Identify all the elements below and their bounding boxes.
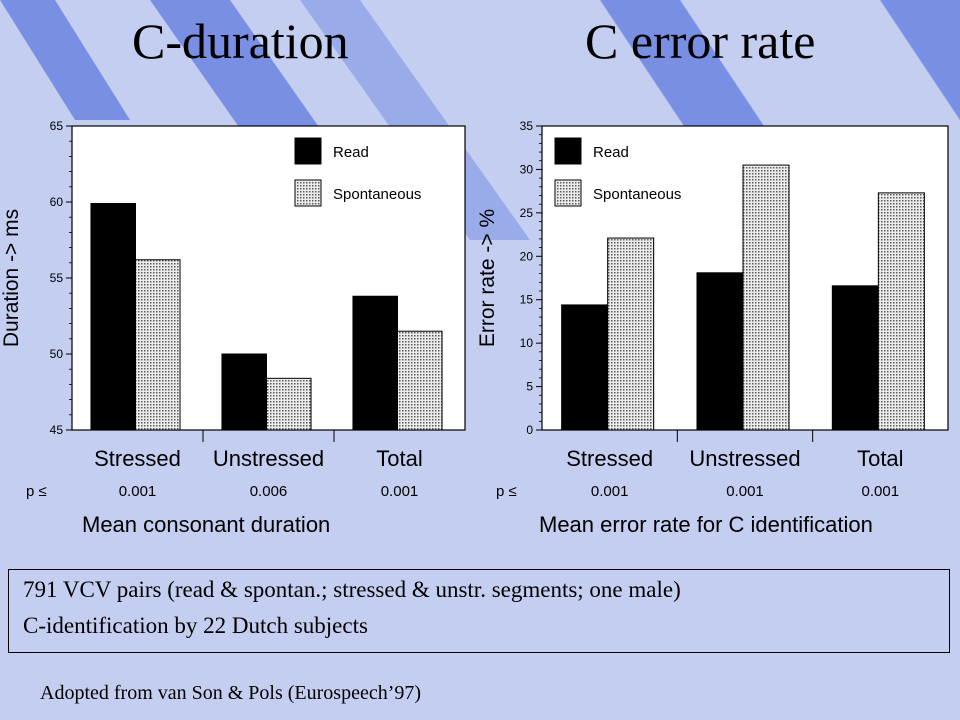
p-value: 0.001	[381, 483, 419, 500]
p-label: p ≤	[26, 483, 47, 500]
bar-read	[696, 272, 744, 431]
p-value: 0.001	[726, 483, 764, 500]
background-stripe	[300, 0, 530, 240]
background-stripe	[880, 0, 960, 120]
y-tick-label: 15	[520, 293, 534, 307]
bar-read	[352, 295, 398, 431]
y-tick-label: 65	[50, 119, 64, 133]
info-box: 791 VCV pairs (read & spontan.; stressed…	[8, 569, 950, 653]
y-tick-label: 0	[526, 423, 533, 437]
legend-label: Spontaneous	[593, 186, 681, 203]
y-axis-label: Error rate -> %	[476, 209, 499, 347]
bar-read	[90, 203, 136, 431]
error-rate-chart: 0 5 10 15 20 25 30 35 Error rate -> % Stressed 0.0…	[476, 119, 949, 500]
y-tick-label: 5	[526, 380, 533, 394]
info-line-2: C-identification by 22 Dutch subjects	[23, 613, 368, 638]
bar-spontaneous	[397, 330, 443, 431]
category-label: Stressed	[566, 446, 653, 471]
category-label: Stressed	[94, 446, 181, 471]
y-tick-label: 10	[520, 336, 534, 350]
duration-chart: 45 50 55 60 65 Duration -> ms Stressed 0.001 Uns…	[0, 119, 466, 500]
legend-swatch	[294, 179, 322, 207]
title-c-duration: C-duration	[132, 13, 349, 69]
p-value: 0.001	[862, 483, 900, 500]
p-value: 0.001	[119, 483, 157, 500]
category-label: Unstressed	[213, 446, 324, 471]
legend-swatch	[554, 179, 582, 207]
y-tick-label: 50	[50, 347, 64, 361]
p-value: 0.006	[250, 483, 288, 500]
category-label: Total	[857, 446, 903, 471]
y-tick-label: 35	[520, 119, 534, 133]
legend-label: Spontaneous	[333, 186, 421, 203]
y-tick-label: 60	[50, 195, 64, 209]
y-tick-label: 30	[520, 162, 534, 176]
title-c-error-rate: C error rate	[585, 13, 816, 69]
bar-spontaneous	[135, 259, 181, 431]
y-tick-label: 55	[50, 271, 64, 285]
p-label: p ≤	[496, 483, 517, 500]
legend-label: Read	[333, 144, 369, 161]
bar-spontaneous	[742, 164, 790, 431]
info-line-1: 791 VCV pairs (read & spontan.; stressed…	[23, 577, 681, 602]
background-stripe	[0, 0, 130, 120]
legend-swatch	[554, 137, 582, 165]
p-value: 0.001	[591, 483, 629, 500]
bar-read	[221, 353, 268, 431]
legend-swatch	[294, 137, 322, 165]
attribution: Adopted from van Son & Pols (Eurospeech’…	[40, 682, 422, 704]
bar-spontaneous	[266, 377, 312, 431]
category-label: Total	[376, 446, 422, 471]
y-tick-label: 45	[50, 423, 64, 437]
y-axis-label: Duration -> ms	[0, 209, 23, 347]
bar-spontaneous	[877, 192, 925, 431]
bar-read	[561, 304, 609, 431]
legend-label: Read	[593, 144, 629, 161]
caption-right: Mean error rate for C identification	[539, 512, 873, 537]
bar-spontaneous	[607, 237, 655, 431]
caption-left: Mean consonant duration	[82, 512, 331, 537]
bar-read	[831, 285, 879, 431]
y-tick-label: 20	[520, 249, 534, 263]
category-label: Unstressed	[689, 446, 800, 471]
y-tick-label: 25	[520, 206, 534, 220]
